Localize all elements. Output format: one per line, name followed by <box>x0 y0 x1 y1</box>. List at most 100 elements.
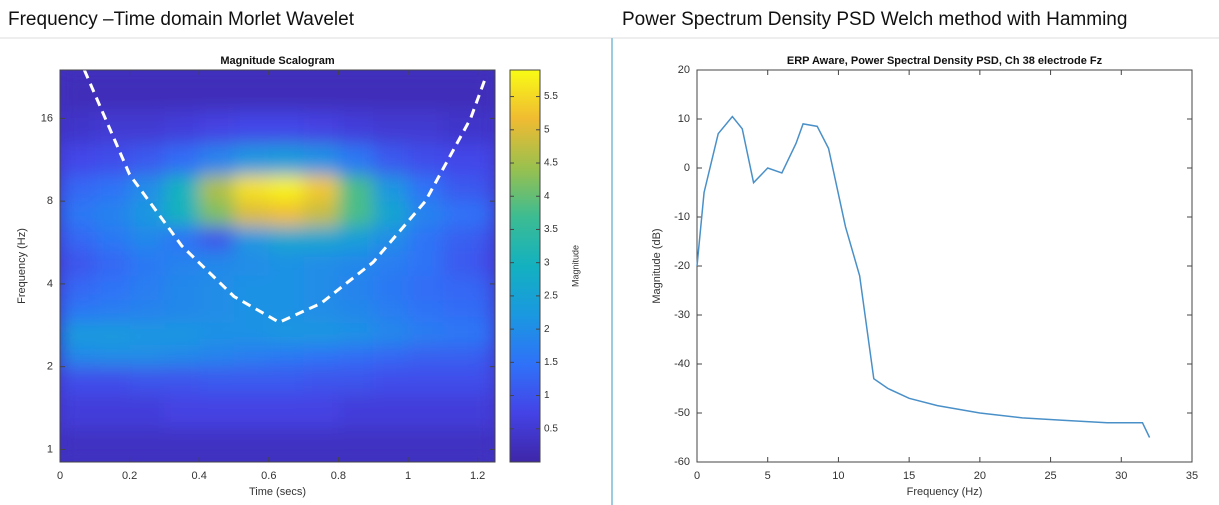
heat-cell <box>268 275 305 301</box>
heat-cell <box>199 250 235 276</box>
heat-cell <box>94 225 131 251</box>
heat-cell <box>338 427 374 462</box>
x-tick-label: 10 <box>832 470 844 482</box>
heat-cell <box>408 322 444 346</box>
heat-cell <box>129 427 165 462</box>
heat-cell <box>94 143 131 176</box>
heat-cell <box>408 70 444 112</box>
heat-cell <box>199 366 235 394</box>
heat-cell <box>303 111 339 144</box>
heat-cell <box>408 393 444 429</box>
heat-cell <box>164 111 200 144</box>
x-tick-label: 0.6 <box>261 470 276 482</box>
heat-cell <box>442 143 479 176</box>
heat-cell <box>373 344 409 368</box>
y-tick-label: 1 <box>47 443 53 455</box>
heat-cell <box>129 366 165 394</box>
heat-cell <box>164 322 200 346</box>
heat-cell <box>94 344 131 368</box>
heat-cell <box>408 250 444 276</box>
heat-cell <box>60 111 96 144</box>
heat-cell <box>60 427 96 462</box>
heat-cell <box>199 344 235 368</box>
x-tick-label: 5 <box>765 470 771 482</box>
heat-cell <box>303 275 339 301</box>
heat-cell <box>303 225 339 251</box>
heat-cell <box>129 250 165 276</box>
heat-cell <box>338 275 374 301</box>
heat-cell <box>408 143 444 176</box>
chart-title: ERP Aware, Power Spectral Density PSD, C… <box>787 55 1103 67</box>
x-axis-label: Time (secs) <box>249 486 306 498</box>
heat-cell <box>338 344 374 368</box>
heat-cell <box>268 344 305 368</box>
heat-cell <box>268 250 305 276</box>
heat-cell <box>373 275 409 301</box>
y-tick-label: 20 <box>678 64 690 76</box>
heat-cell <box>477 143 495 176</box>
colorbar-tick-label: 3 <box>544 257 550 268</box>
heat-cell <box>94 111 131 144</box>
heat-cell <box>477 225 495 251</box>
colorbar-tick-label: 2 <box>544 324 550 335</box>
heatmap-clip <box>60 70 495 462</box>
x-tick-label: 1 <box>405 470 411 482</box>
heat-cell <box>303 427 339 462</box>
heat-cell <box>234 201 270 227</box>
heat-cell <box>129 111 165 144</box>
heat-cell <box>477 427 495 462</box>
heat-cell <box>94 322 131 346</box>
heatmap <box>60 70 495 462</box>
colorbar-tick-label: 3.5 <box>544 224 558 235</box>
x-tick-label: 0.2 <box>122 470 137 482</box>
heat-cell <box>164 70 200 112</box>
y-tick-label: -40 <box>674 358 690 370</box>
heat-cell <box>94 299 131 323</box>
heat-cell <box>442 70 479 112</box>
heat-cell <box>60 344 96 368</box>
heat-cell <box>338 174 374 202</box>
heat-cell <box>234 344 270 368</box>
heat-cell <box>60 143 96 176</box>
heat-cell <box>338 225 374 251</box>
heat-cell <box>477 250 495 276</box>
heat-cell <box>94 366 131 394</box>
heat-cell <box>373 174 409 202</box>
y-axis-label: Frequency (Hz) <box>16 228 28 304</box>
heat-cell <box>60 299 96 323</box>
heat-cell <box>234 427 270 462</box>
heat-cell <box>234 322 270 346</box>
y-axis-label: Magnitude (dB) <box>651 228 663 303</box>
heat-cell <box>234 299 270 323</box>
heat-cell <box>164 174 200 202</box>
heat-cell <box>199 70 235 112</box>
heat-cell <box>129 393 165 429</box>
heat-cell <box>60 322 96 346</box>
heat-cell <box>129 70 165 112</box>
heat-cell <box>373 143 409 176</box>
x-tick-label: 30 <box>1115 470 1127 482</box>
colorbar-tick-label: 0.5 <box>544 423 558 434</box>
heat-cell <box>373 427 409 462</box>
heat-cell <box>303 366 339 394</box>
colorbar-tick-label: 5 <box>544 124 550 135</box>
heat-cell <box>408 344 444 368</box>
heat-cell <box>164 366 200 394</box>
colorbar-tick-label: 2.5 <box>544 291 558 302</box>
heat-cell <box>303 70 339 112</box>
heat-cell <box>373 250 409 276</box>
heat-cell <box>477 322 495 346</box>
y-tick-label: 2 <box>47 361 53 373</box>
heat-cell <box>199 174 235 202</box>
y-tick-label: 8 <box>47 195 53 207</box>
heat-cell <box>477 344 495 368</box>
heat-cell <box>338 393 374 429</box>
heat-cell <box>60 275 96 301</box>
heat-cell <box>129 225 165 251</box>
heat-cell <box>477 366 495 394</box>
heat-cell <box>199 225 235 251</box>
heat-cell <box>129 299 165 323</box>
heat-cell <box>373 299 409 323</box>
heat-cell <box>94 174 131 202</box>
heat-cell <box>303 393 339 429</box>
